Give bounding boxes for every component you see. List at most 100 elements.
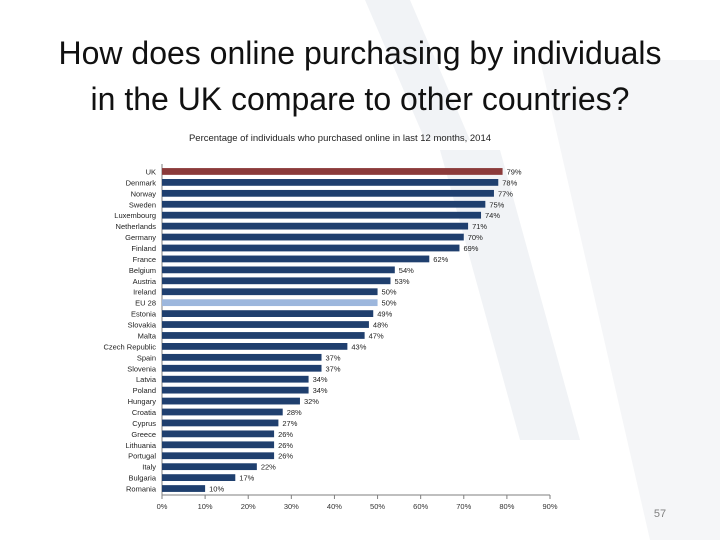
bar (162, 222, 469, 230)
x-tick-label: 30% (284, 502, 299, 511)
value-label: 71% (472, 222, 487, 231)
bar (162, 321, 369, 328)
bar (162, 200, 486, 208)
category-label: Finland (131, 244, 156, 253)
slide-title: How does online purchasing by individual… (20, 30, 700, 122)
value-label: 17% (239, 474, 254, 483)
category-label: Belgium (129, 266, 156, 275)
value-label: 69% (463, 244, 478, 253)
category-label: Norway (131, 189, 157, 198)
category-label: France (133, 255, 156, 264)
bar (162, 266, 395, 274)
value-label: 53% (394, 277, 409, 286)
category-label: Cyprus (132, 419, 156, 428)
x-tick-label: 50% (370, 502, 385, 511)
bar (162, 408, 283, 416)
chart-title: Percentage of individuals who purchased … (189, 133, 491, 144)
bar (162, 375, 309, 383)
value-label: 74% (485, 211, 500, 220)
category-label: Lithuania (126, 441, 157, 450)
bar (162, 168, 503, 175)
category-label: Romania (126, 485, 157, 494)
bar (162, 419, 279, 427)
bar (162, 255, 430, 263)
value-label: 70% (468, 233, 483, 242)
value-label: 28% (287, 408, 302, 417)
slide-title-line-2: in the UK compare to other countries? (90, 81, 630, 117)
category-label: Denmark (126, 178, 157, 187)
category-label: Greece (131, 430, 156, 439)
value-label: 75% (489, 200, 504, 209)
category-label: Croatia (132, 408, 157, 417)
bar (162, 430, 275, 438)
value-label: 50% (382, 288, 397, 297)
category-label: Ireland (133, 288, 156, 297)
bar (162, 474, 236, 481)
category-label: UK (146, 167, 156, 176)
bar (162, 364, 322, 372)
category-label: Italy (142, 463, 156, 472)
category-label: Czech Republic (103, 342, 156, 351)
category-label: Latvia (136, 375, 157, 384)
value-label: 37% (326, 353, 341, 362)
value-label: 48% (373, 321, 388, 330)
bar (162, 485, 206, 492)
value-label: 50% (382, 299, 397, 308)
x-tick-label: 60% (413, 502, 428, 511)
category-label: Slovakia (128, 321, 157, 330)
category-label: Spain (137, 353, 156, 362)
bar (162, 332, 365, 339)
slide-number: 57 (653, 508, 667, 520)
bar (162, 441, 275, 449)
bar (162, 353, 322, 361)
value-label: 54% (399, 266, 414, 275)
category-label: EU 28 (135, 299, 156, 308)
category-label: Sweden (129, 200, 156, 209)
category-label: Luxembourg (114, 211, 156, 220)
value-label: 47% (369, 331, 384, 340)
x-tick-label: 80% (499, 502, 514, 511)
x-tick-label: 20% (241, 502, 256, 511)
bar (162, 233, 464, 241)
value-label: 78% (502, 178, 517, 187)
bar (162, 463, 257, 471)
category-label: Poland (133, 386, 156, 395)
value-label: 26% (278, 430, 293, 439)
bar (162, 179, 499, 186)
bar (162, 310, 374, 317)
bar (162, 277, 391, 285)
value-label: 22% (261, 463, 276, 472)
bar (162, 211, 482, 219)
value-label: 43% (351, 342, 366, 351)
bar (162, 386, 309, 394)
slide-title-line-1: How does online purchasing by individual… (58, 35, 662, 71)
value-label: 49% (377, 310, 392, 319)
bar (162, 343, 348, 350)
bar (162, 189, 494, 197)
category-label: Bulgaria (128, 474, 156, 483)
x-tick-label: 90% (542, 502, 557, 511)
category-label: Slovenia (127, 364, 157, 373)
value-label: 79% (507, 167, 522, 176)
category-label: Estonia (131, 310, 157, 319)
bar (162, 244, 460, 252)
value-label: 26% (278, 452, 293, 461)
value-label: 37% (326, 364, 341, 373)
bar (162, 452, 275, 460)
value-label: 34% (313, 386, 328, 395)
value-label: 10% (209, 485, 224, 494)
category-label: Malta (138, 331, 157, 340)
category-label: Portugal (128, 452, 156, 461)
category-label: Netherlands (116, 222, 157, 231)
category-label: Hungary (128, 397, 157, 406)
x-tick-label: 40% (327, 502, 342, 511)
x-tick-label: 70% (456, 502, 471, 511)
value-label: 32% (304, 397, 319, 406)
value-label: 27% (282, 419, 297, 428)
value-label: 34% (313, 375, 328, 384)
x-tick-label: 0% (157, 502, 168, 511)
bar (162, 397, 300, 405)
category-label: Austria (133, 277, 157, 286)
